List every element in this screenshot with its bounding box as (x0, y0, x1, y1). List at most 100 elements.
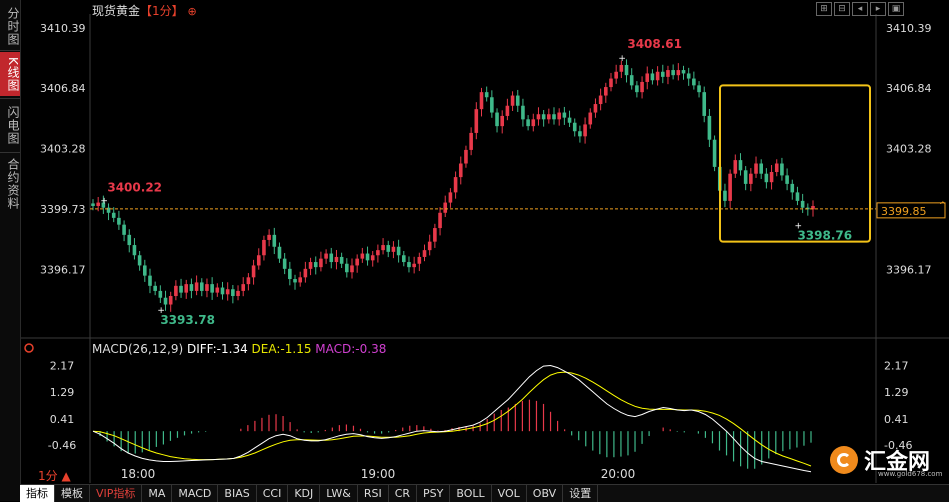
candle-body (702, 92, 707, 116)
candle-body (308, 262, 313, 269)
y-tick-left: 3399.73 (40, 203, 86, 216)
zoom-out-icon[interactable]: ⊟ (834, 2, 850, 16)
candle-body (319, 258, 323, 268)
indicator-tab-vip--2[interactable]: VIP指标 (90, 485, 143, 502)
candle-body (251, 265, 256, 278)
candle-body (609, 78, 613, 88)
move-right-icon[interactable]: ▸ (870, 2, 886, 16)
candle-body (790, 183, 795, 193)
price-annotation: 3408.61 (627, 37, 682, 51)
zoom-in-icon[interactable]: ⊞ (816, 2, 832, 16)
candle-body (728, 173, 732, 201)
logo-name: 汇金网 (864, 450, 931, 475)
candle-body (490, 97, 494, 113)
indicator-tab-obv-14[interactable]: OBV (527, 485, 564, 502)
candle-body (749, 173, 753, 184)
candle-body (681, 70, 686, 74)
extreme-marker: + (100, 197, 108, 207)
candle-body (795, 192, 800, 201)
candle-body (101, 202, 106, 208)
candle-body (692, 78, 696, 86)
candle-body (526, 119, 530, 127)
macd-y-tick-left: 0.41 (50, 413, 75, 426)
candle-body (785, 175, 789, 184)
candle-body (179, 285, 183, 293)
candle-body (381, 245, 385, 251)
candle-body (464, 149, 468, 164)
candle-body (158, 290, 163, 298)
candle-body (241, 284, 246, 291)
candle-body (759, 163, 764, 174)
candle-body (267, 234, 271, 240)
candle-body (578, 131, 582, 137)
candle-body (220, 287, 225, 295)
candle-body (567, 117, 572, 123)
y-tick-right: 3403.28 (886, 143, 932, 156)
indicator-tab-macd-4[interactable]: MACD (172, 485, 219, 502)
candle-body (210, 284, 214, 293)
price-annotation: 3398.76 (797, 228, 852, 242)
candle-body (671, 70, 675, 76)
y-tick-left: 3406.84 (40, 82, 86, 95)
candle-body (640, 81, 644, 93)
candle-body (453, 177, 458, 193)
tab-fenshi[interactable]: 分时图 (6, 6, 20, 46)
candle-body (469, 132, 473, 150)
crosshair-icon[interactable]: ⊕ (187, 5, 197, 18)
candle-body (355, 258, 359, 266)
candle-body (417, 256, 422, 264)
macd-y-tick-left: 2.17 (50, 359, 75, 372)
indicator-tab-cci-6[interactable]: CCI (257, 485, 289, 502)
indicator-tab-rsi-9[interactable]: RSI (358, 485, 389, 502)
candle-body (769, 172, 774, 183)
tab-lightning[interactable]: 闪电图 (6, 105, 20, 145)
candle-body (111, 212, 116, 218)
candle-body (365, 253, 370, 261)
candle-body (723, 190, 727, 201)
move-left-icon[interactable]: ◂ (852, 2, 868, 16)
candle-body (458, 163, 463, 178)
indicator-tab---15[interactable]: 设置 (563, 485, 599, 502)
macd-y-tick-right: 1.29 (884, 386, 909, 399)
indicator-tab---0[interactable]: 指标 (20, 485, 55, 502)
candle-body (635, 85, 639, 93)
macd-params: MACD(26,12,9) (92, 342, 184, 356)
indicator-tab-boll-12[interactable]: BOLL (450, 485, 492, 502)
candle-body (339, 256, 344, 264)
extreme-marker: + (618, 54, 626, 64)
candle-body (650, 73, 655, 81)
candle-body (246, 277, 251, 285)
indicator-tab-vol-13[interactable]: VOL (492, 485, 527, 502)
candle-body (345, 263, 349, 273)
settings-icon[interactable]: ▣ (888, 2, 904, 16)
candle-body (360, 253, 365, 259)
candle-body (298, 277, 302, 283)
tab-kline[interactable]: K线图 (0, 52, 20, 96)
indicator-tab---1[interactable]: 模板 (55, 485, 90, 502)
candle-body (122, 224, 126, 235)
y-tick-left: 3396.17 (40, 263, 86, 276)
candle-body (272, 234, 277, 247)
indicator-tab-bias-5[interactable]: BIAS (218, 485, 257, 502)
x-tick: 19:00 (361, 467, 396, 481)
timeframe-label[interactable]: 【1分】 (140, 4, 184, 18)
candle-body (96, 202, 100, 206)
indicator-tab-cr-10[interactable]: CR (389, 485, 418, 502)
tab-contract-info[interactable]: 合约资料 (6, 158, 20, 210)
candle-body (231, 289, 235, 297)
candle-body (443, 202, 448, 213)
candle-body (256, 255, 261, 266)
indicator-tab-psy-11[interactable]: PSY (417, 485, 451, 502)
indicator-bar: 指标 模板 VIP指标 MA MACD BIAS CCI KDJ LW& RSI CR PSY BOLL… (20, 484, 949, 502)
candle-body (313, 262, 318, 268)
candle-body (189, 284, 194, 291)
candle-body (645, 73, 650, 82)
indicator-tab-ma-3[interactable]: MA (142, 485, 173, 502)
y-tick-right: 3396.17 (886, 263, 932, 276)
candle-body (629, 75, 634, 86)
y-tick-right: 3406.84 (886, 82, 932, 95)
indicator-tab-lw--8[interactable]: LW& (320, 485, 358, 502)
candle-body (106, 207, 111, 213)
indicator-tab-kdj-7[interactable]: KDJ (288, 485, 321, 502)
